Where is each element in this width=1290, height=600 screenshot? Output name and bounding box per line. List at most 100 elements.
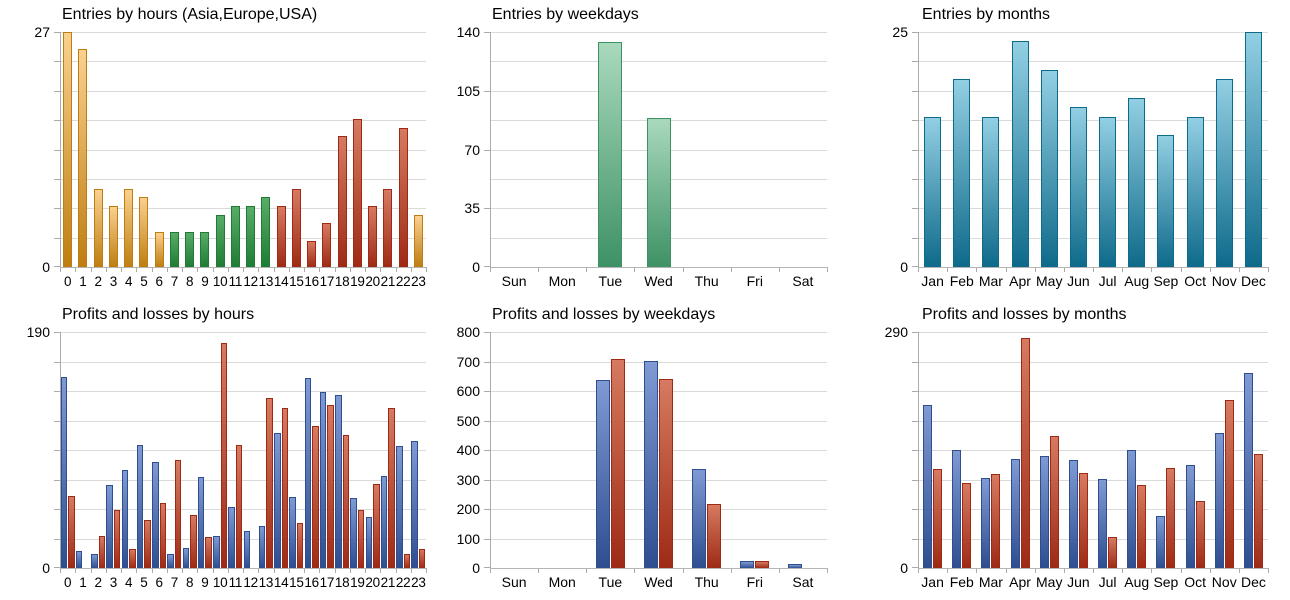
bar-entries-8[interactable]: [185, 232, 195, 267]
bar-entries-Jun[interactable]: [1069, 107, 1087, 267]
bar-profits-4[interactable]: [121, 469, 129, 568]
bar-profits-11[interactable]: [228, 507, 235, 568]
bar-profits-10[interactable]: [213, 535, 220, 568]
bar-profits-2[interactable]: [91, 554, 98, 568]
bar-losses-Thu[interactable]: [707, 503, 722, 568]
bar-entries-5[interactable]: [139, 197, 149, 267]
bar-profits-13[interactable]: [258, 525, 266, 568]
bar-losses-3[interactable]: [113, 509, 121, 568]
bar-entries-2[interactable]: [93, 188, 103, 267]
bar-profits-18[interactable]: [335, 395, 342, 568]
bar-entries-22[interactable]: [398, 127, 408, 267]
bar-losses-Oct[interactable]: [1195, 501, 1205, 568]
bar-entries-11[interactable]: [230, 206, 240, 267]
bar-losses-22[interactable]: [403, 554, 411, 568]
bar-entries-4[interactable]: [124, 188, 134, 267]
bar-profits-Wed[interactable]: [644, 360, 658, 568]
bar-profits-20[interactable]: [365, 517, 373, 568]
bar-losses-17[interactable]: [327, 405, 334, 568]
bar-profits-Oct[interactable]: [1185, 465, 1195, 568]
bar-entries-17[interactable]: [322, 223, 332, 267]
bar-profits-Jun[interactable]: [1068, 459, 1078, 568]
bar-losses-Apr[interactable]: [1020, 337, 1030, 568]
bar-entries-21[interactable]: [383, 188, 393, 267]
bar-losses-Jun[interactable]: [1078, 472, 1088, 568]
bar-profits-Jul[interactable]: [1098, 479, 1108, 568]
bar-entries-0[interactable]: [63, 32, 73, 267]
bar-entries-Jan[interactable]: [924, 116, 942, 267]
bar-profits-Tue[interactable]: [595, 379, 610, 568]
bar-losses-Jan[interactable]: [933, 468, 943, 568]
bar-losses-10[interactable]: [220, 343, 228, 568]
bar-losses-16[interactable]: [312, 426, 319, 568]
bar-entries-Sep[interactable]: [1157, 135, 1175, 267]
bar-entries-Jul[interactable]: [1099, 116, 1117, 267]
bar-losses-14[interactable]: [281, 407, 289, 568]
bar-profits-Thu[interactable]: [692, 468, 707, 568]
bar-losses-11[interactable]: [235, 445, 243, 568]
bar-profits-12[interactable]: [243, 530, 251, 568]
bar-entries-20[interactable]: [368, 206, 378, 267]
bar-profits-22[interactable]: [396, 446, 403, 568]
bar-entries-May[interactable]: [1040, 69, 1058, 267]
bar-losses-Tue[interactable]: [610, 358, 625, 568]
bar-losses-Fri[interactable]: [755, 560, 770, 568]
bar-losses-19[interactable]: [357, 509, 365, 568]
bar-entries-Nov[interactable]: [1215, 79, 1233, 267]
bar-profits-Sat[interactable]: [788, 564, 803, 568]
bar-losses-9[interactable]: [205, 536, 212, 568]
bar-profits-Feb[interactable]: [952, 450, 962, 568]
bar-profits-Jan[interactable]: [923, 405, 933, 568]
bar-losses-0[interactable]: [68, 495, 75, 568]
bar-profits-9[interactable]: [197, 477, 205, 568]
bar-losses-13[interactable]: [266, 397, 273, 568]
bar-entries-3[interactable]: [108, 206, 118, 267]
bar-entries-9[interactable]: [200, 232, 210, 267]
bar-profits-1[interactable]: [75, 550, 83, 568]
bar-losses-23[interactable]: [418, 549, 426, 568]
bar-profits-Nov[interactable]: [1214, 432, 1224, 568]
bar-entries-19[interactable]: [352, 119, 362, 267]
bar-entries-13[interactable]: [261, 197, 271, 267]
bar-entries-10[interactable]: [215, 214, 225, 267]
bar-losses-4[interactable]: [129, 549, 136, 568]
bar-profits-Apr[interactable]: [1010, 458, 1020, 568]
bar-losses-2[interactable]: [98, 535, 106, 568]
bar-profits-May[interactable]: [1039, 455, 1049, 568]
bar-losses-Jul[interactable]: [1108, 537, 1118, 568]
bar-losses-May[interactable]: [1049, 436, 1059, 568]
bar-profits-23[interactable]: [411, 441, 418, 568]
bar-entries-Oct[interactable]: [1186, 116, 1204, 267]
bar-entries-12[interactable]: [246, 206, 256, 267]
bar-profits-3[interactable]: [106, 484, 113, 568]
bar-entries-15[interactable]: [291, 188, 301, 267]
bar-losses-Aug[interactable]: [1137, 484, 1147, 568]
bar-profits-14[interactable]: [274, 432, 281, 568]
bar-profits-8[interactable]: [182, 548, 190, 568]
bar-losses-21[interactable]: [388, 407, 395, 568]
bar-profits-Fri[interactable]: [740, 560, 755, 568]
bar-profits-6[interactable]: [152, 462, 159, 568]
bar-profits-19[interactable]: [350, 498, 357, 568]
bar-profits-17[interactable]: [319, 391, 327, 568]
bar-losses-Nov[interactable]: [1224, 399, 1234, 568]
bar-profits-16[interactable]: [304, 377, 312, 568]
bar-profits-Mar[interactable]: [981, 478, 991, 568]
bar-losses-8[interactable]: [190, 514, 197, 568]
bar-entries-Tue[interactable]: [598, 42, 623, 267]
bar-profits-15[interactable]: [289, 497, 296, 568]
bar-losses-Feb[interactable]: [962, 483, 972, 568]
bar-entries-Apr[interactable]: [1011, 41, 1029, 267]
bar-losses-6[interactable]: [159, 503, 167, 568]
bar-losses-Sep[interactable]: [1166, 467, 1176, 568]
bar-entries-7[interactable]: [169, 232, 179, 267]
bar-losses-15[interactable]: [296, 523, 304, 568]
bar-entries-6[interactable]: [154, 232, 164, 267]
bar-losses-Mar[interactable]: [991, 473, 1001, 568]
bar-profits-Sep[interactable]: [1156, 515, 1166, 568]
bar-losses-20[interactable]: [373, 483, 380, 568]
bar-profits-Dec[interactable]: [1243, 372, 1253, 568]
bar-profits-0[interactable]: [60, 376, 68, 568]
bar-losses-5[interactable]: [144, 519, 151, 568]
bar-entries-14[interactable]: [276, 206, 286, 267]
